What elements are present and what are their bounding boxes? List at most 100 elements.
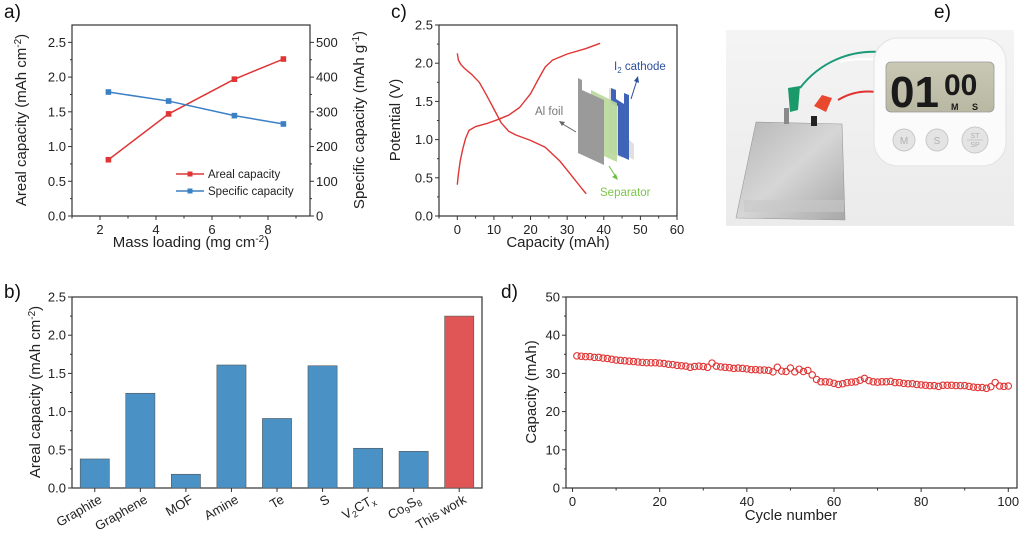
data-point-specific bbox=[165, 98, 172, 104]
y-tick-label: 400 bbox=[316, 70, 338, 85]
data-point bbox=[952, 381, 960, 390]
category-label: Amine bbox=[202, 492, 241, 523]
panel-label-e: e) bbox=[934, 2, 951, 23]
chart-c-voltage-profile: 0.0 0.5 1.0 1.5 2.0 2.5 0 10 20 30 40 50 60 Capacity… bbox=[387, 18, 684, 252]
data-point bbox=[721, 363, 729, 372]
legend-label-specific: Specific capacity bbox=[208, 186, 294, 198]
data-point bbox=[769, 368, 777, 376]
data-point bbox=[804, 366, 812, 375]
data-point bbox=[594, 353, 603, 362]
data-point bbox=[921, 381, 930, 389]
data-point-specific bbox=[105, 89, 112, 95]
data-point bbox=[821, 378, 830, 386]
cell-tab-left bbox=[784, 108, 789, 124]
data-point bbox=[577, 352, 586, 360]
x-tick-label: 30 bbox=[560, 222, 574, 237]
y-tick-label: 1.5 bbox=[48, 104, 66, 119]
data-point bbox=[891, 378, 899, 387]
data-point bbox=[825, 378, 834, 386]
chart-a-ylabel: Areal capacity (mAh cm-2) bbox=[13, 34, 31, 206]
data-point bbox=[856, 376, 864, 385]
green-wire bbox=[799, 50, 881, 89]
data-point bbox=[686, 363, 694, 372]
y-tick-label: 2.5 bbox=[48, 35, 66, 50]
data-point bbox=[886, 377, 895, 386]
y-tick-label: 1.5 bbox=[48, 366, 66, 381]
legend-marker-specific bbox=[187, 188, 193, 194]
data-point bbox=[847, 378, 856, 386]
chart-d-xlabel: Cycle number bbox=[745, 507, 838, 524]
data-point bbox=[904, 379, 912, 388]
data-point bbox=[817, 378, 825, 386]
category-label: Te bbox=[267, 492, 286, 512]
chart-c-xlabel: Capacity (mAh) bbox=[506, 234, 609, 251]
chart-d-ticks: 0 10 20 30 40 50 0 20 40 60 80 100 bbox=[546, 290, 1020, 510]
x-tick-label: 2 bbox=[96, 222, 103, 237]
al-foil-layer bbox=[578, 78, 604, 165]
data-point bbox=[760, 366, 769, 374]
panel-label-d: d) bbox=[501, 282, 518, 303]
y-tick-label: 0 bbox=[553, 481, 560, 496]
bar-graphene bbox=[125, 392, 156, 489]
y-tick-label: 2.5 bbox=[415, 18, 433, 33]
data-point bbox=[895, 378, 904, 387]
chart-d-cycling: 0 10 20 30 40 50 0 20 40 60 80 100 Cycle number Cap… bbox=[523, 290, 1019, 525]
data-point bbox=[738, 364, 747, 373]
data-point bbox=[843, 378, 851, 387]
data-point bbox=[991, 378, 999, 387]
data-point bbox=[612, 356, 620, 364]
data-point bbox=[638, 358, 647, 367]
data-point bbox=[616, 356, 625, 365]
al-foil-label: Al foil bbox=[535, 106, 563, 118]
legend-label-areal: Areal capacity bbox=[208, 169, 280, 181]
category-label: Graphene bbox=[92, 492, 150, 534]
bar-amine bbox=[216, 364, 247, 489]
data-point bbox=[943, 381, 952, 389]
data-point bbox=[751, 365, 760, 374]
panel-label-c: c) bbox=[391, 2, 407, 23]
data-point bbox=[869, 378, 877, 386]
curve-charge bbox=[456, 42, 601, 185]
data-point bbox=[581, 352, 590, 361]
bar-co9s8 bbox=[398, 451, 429, 489]
data-point bbox=[995, 382, 1004, 390]
y-tick-label: 2.0 bbox=[415, 56, 433, 71]
cathode-layer bbox=[611, 88, 629, 160]
category-label: Co9S8 bbox=[385, 492, 424, 524]
category-label: S bbox=[317, 491, 332, 508]
y-tick-label: 30 bbox=[546, 366, 560, 381]
data-point-areal bbox=[280, 56, 287, 62]
data-point bbox=[987, 383, 995, 391]
y-tick-label: 2.0 bbox=[48, 328, 66, 343]
chart-a-ticks: 0.0 0.5 1.0 1.5 2.0 2.5 0 100 200 300 400 500 2 4 6 8 bbox=[48, 35, 338, 237]
data-point bbox=[730, 364, 738, 373]
timer-minutes: 01 bbox=[890, 68, 939, 117]
data-point bbox=[939, 381, 947, 389]
photo-pouch-cell-timer: 01 00 M S M S ST SP bbox=[726, 30, 1014, 226]
data-point bbox=[852, 378, 860, 386]
x-tick-label: 100 bbox=[997, 494, 1019, 509]
data-point bbox=[673, 361, 681, 370]
x-tick-label: 50 bbox=[633, 222, 647, 237]
x-tick-label: 40 bbox=[597, 222, 611, 237]
data-point bbox=[764, 366, 773, 375]
y-tick-label: 1.5 bbox=[415, 94, 433, 109]
chart-c-ylabel: Potential (V) bbox=[387, 79, 404, 162]
data-point bbox=[956, 381, 965, 390]
y-tick-label: 500 bbox=[316, 35, 338, 50]
data-point bbox=[586, 352, 594, 361]
y-tick-label: 0.0 bbox=[415, 209, 433, 224]
green-clip bbox=[788, 86, 800, 112]
series-line-specific bbox=[108, 91, 284, 125]
y-tick-label: 0.5 bbox=[48, 174, 66, 189]
x-tick-label: 0 bbox=[454, 222, 461, 237]
x-tick-label: 0 bbox=[569, 494, 576, 509]
x-tick-label: 80 bbox=[914, 494, 928, 509]
data-point bbox=[865, 376, 873, 385]
x-tick-label: 10 bbox=[487, 222, 501, 237]
data-point bbox=[913, 380, 921, 389]
data-point bbox=[629, 357, 638, 366]
y-tick-label: 0 bbox=[316, 209, 323, 224]
bar-v2ctx bbox=[353, 447, 383, 489]
